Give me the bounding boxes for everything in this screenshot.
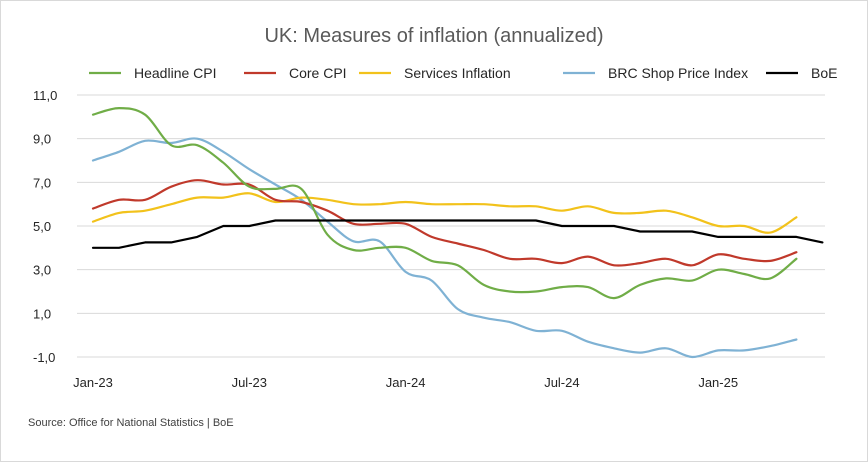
y-tick-label: 9,0 (33, 132, 51, 147)
x-tick-label: Jul-23 (232, 375, 267, 390)
series-lines (91, 107, 824, 359)
y-tick-label: 7,0 (33, 175, 51, 190)
source-note: Source: Office for National Statistics |… (28, 417, 234, 429)
series-line-brc-shop-price-index (91, 137, 798, 359)
legend-label-brc-shop-price-index: BRC Shop Price Index (608, 65, 748, 81)
legend-label-headline-cpi: Headline CPI (134, 65, 217, 81)
legend-label-services-inflation: Services Inflation (404, 65, 511, 81)
y-tick-label: 3,0 (33, 263, 51, 278)
x-tick-label: Jan-24 (386, 375, 426, 390)
x-tick-label: Jul-24 (544, 375, 579, 390)
x-axis-ticks: Jan-23 Jul-23 Jan-24 Jul-24 Jan-25 (73, 375, 738, 390)
y-tick-label: 11,0 (33, 88, 57, 103)
gridlines (77, 94, 825, 358)
chart-title: UK: Measures of inflation (annualized) (264, 25, 604, 47)
series-line-boe (91, 219, 824, 249)
series-line-services-inflation (91, 192, 798, 234)
legend-label-boe: BoE (811, 65, 837, 81)
x-tick-label: Jan-23 (73, 375, 113, 390)
y-tick-label: 5,0 (33, 219, 51, 234)
y-tick-label: 1,0 (33, 306, 51, 321)
legend: Headline CPI Core CPI Services Inflation BR… (89, 65, 837, 81)
y-axis-ticks: 11,0 9,0 7,0 5,0 3,0 1,0 -1,0 (33, 88, 57, 365)
legend-label-core-cpi: Core CPI (289, 65, 347, 81)
series-line-headline-cpi (91, 107, 798, 300)
y-tick-label: -1,0 (33, 350, 55, 365)
series-line-core-cpi (91, 179, 798, 267)
x-tick-label: Jan-25 (698, 375, 738, 390)
